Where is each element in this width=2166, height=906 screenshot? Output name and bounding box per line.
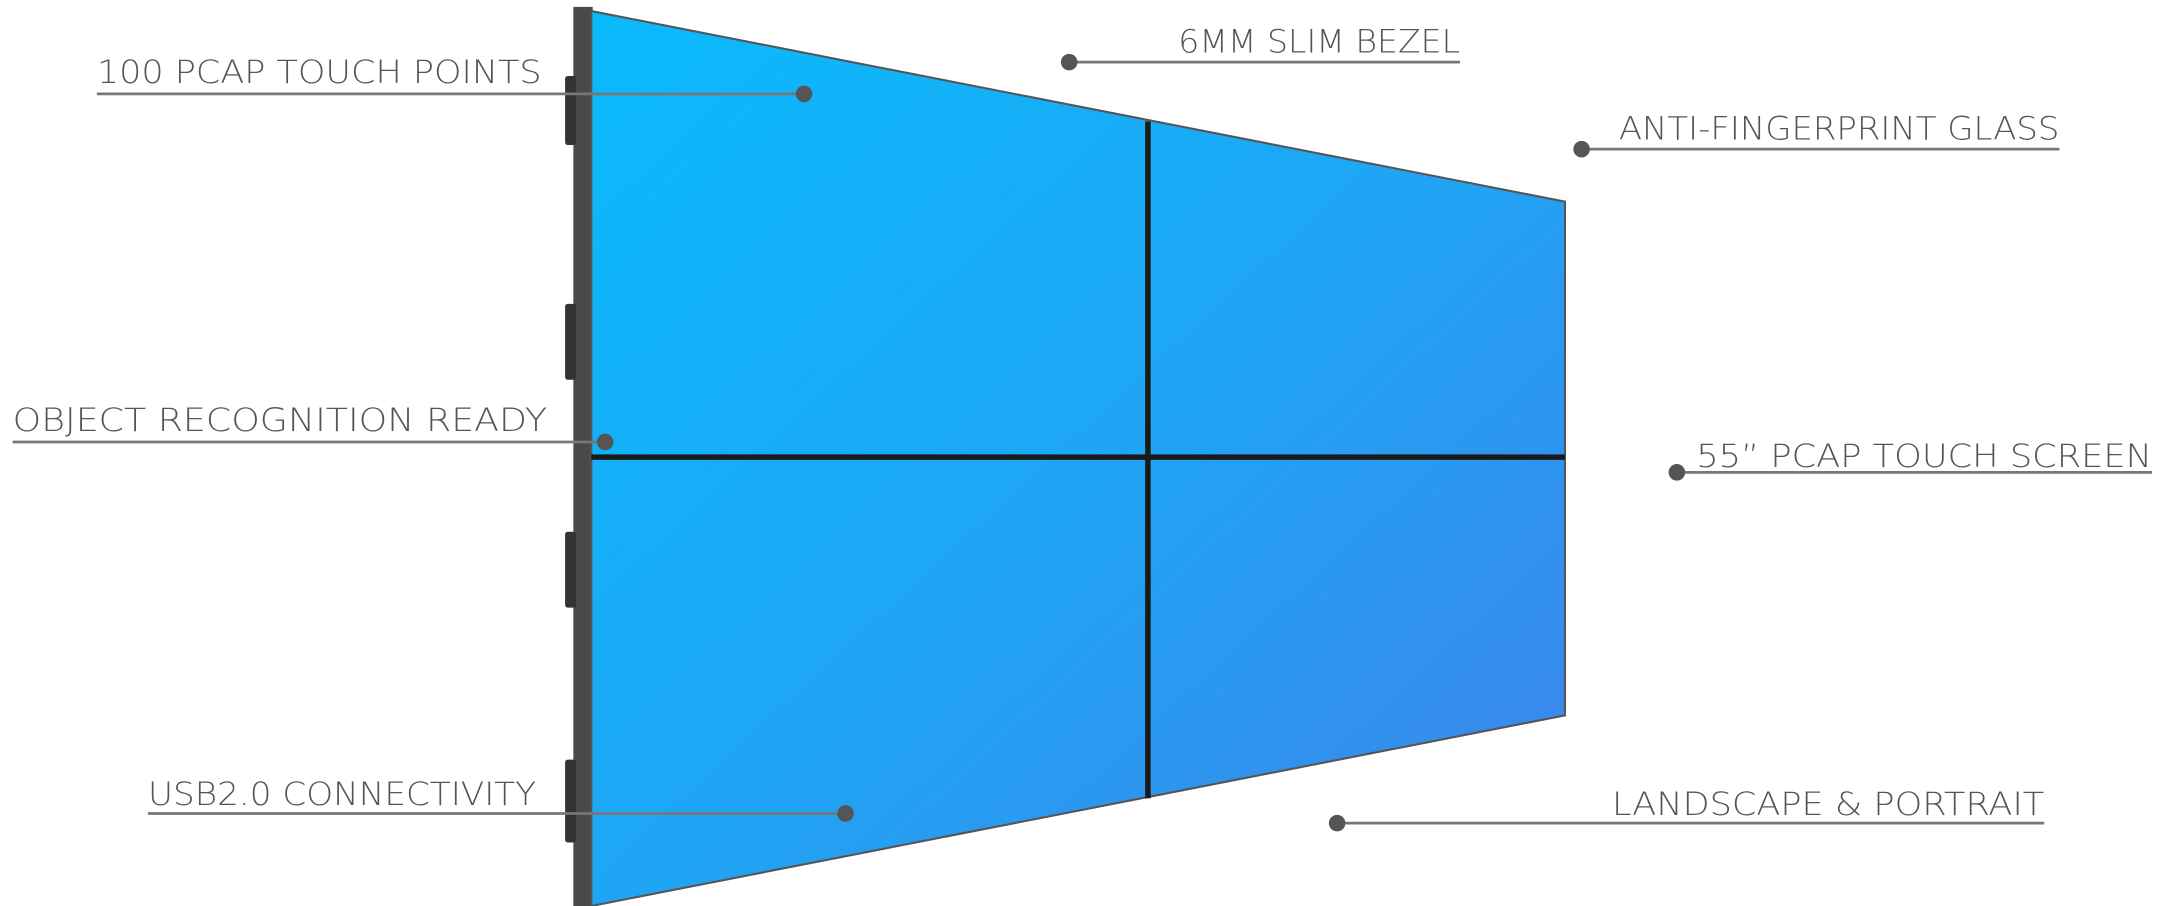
- callout: USB2.0 CONNECTIVITY: [148, 777, 854, 822]
- feature-label: OBJECT RECOGNITION READY: [13, 403, 547, 439]
- callout: OBJECT RECOGNITION READY: [13, 403, 614, 451]
- feature-label: 6MM SLIM BEZEL: [1178, 24, 1460, 60]
- display-frame: [565, 6, 1567, 906]
- callout: 55” PCAP TOUCH SCREEN: [1668, 439, 2152, 481]
- feature-label: LANDSCAPE & PORTRAIT: [1612, 787, 2044, 823]
- feature-label: 100 PCAP TOUCH POINTS: [97, 55, 542, 91]
- callout: ANTI-FINGERPRINT GLASS: [1573, 111, 2060, 158]
- callout: LANDSCAPE & PORTRAIT: [1328, 787, 2045, 832]
- callout: 100 PCAP TOUCH POINTS: [97, 55, 813, 103]
- feature-label: 55” PCAP TOUCH SCREEN: [1696, 439, 2152, 475]
- feature-label: ANTI-FINGERPRINT GLASS: [1619, 111, 2060, 147]
- feature-label: USB2.0 CONNECTIVITY: [148, 777, 536, 813]
- callout: 6MM SLIM BEZEL: [1060, 24, 1461, 71]
